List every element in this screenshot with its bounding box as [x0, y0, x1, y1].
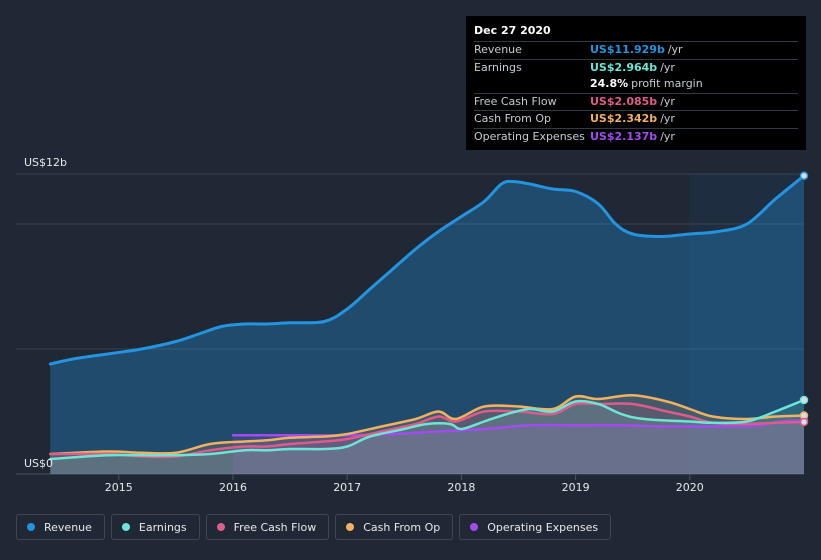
free-cash-flow-line — [49, 402, 806, 459]
tooltip-panel: Dec 27 2020 Revenue US$11.929b/yr Earnings… — [466, 16, 806, 150]
legend-item-operating-expenses[interactable]: Operating Expenses — [459, 514, 612, 540]
free-cash-flow-end-point — [799, 417, 809, 427]
series-areas — [50, 175, 805, 475]
legend-item-revenue[interactable]: Revenue — [16, 514, 105, 540]
x-tick-label: 2017 — [333, 481, 361, 494]
revenue-area — [50, 175, 805, 475]
tooltip-date: Dec 27 2020 — [474, 24, 551, 37]
legend-item-earnings[interactable]: Earnings — [110, 514, 200, 540]
tooltip-row: Earnings US$2.964b/yr — [474, 58, 798, 77]
x-tick-label: 2018 — [447, 481, 475, 494]
tooltip-row-unit: profit margin — [631, 77, 703, 91]
tooltip-row-value: US$2.964b — [590, 60, 658, 74]
series-end-markers — [799, 171, 809, 427]
tooltip-row-unit: /yr — [660, 60, 675, 74]
tooltip-row-unit: /yr — [660, 94, 675, 108]
legend: Revenue Earnings Free Cash Flow Cash From O… — [16, 514, 612, 542]
tooltip-row-label: Operating Expenses — [474, 129, 585, 143]
legend-item-label: Earnings — [138, 520, 187, 534]
tooltip-row-label: Revenue — [474, 43, 522, 56]
tooltip-row-value: US$2.342b — [590, 112, 658, 126]
operating-expenses-line — [231, 419, 806, 437]
series-lines — [48, 174, 806, 461]
legend-dot-icon — [216, 523, 225, 531]
x-tick-label: 2015 — [105, 481, 133, 494]
legend-item-label: Cash From Op — [363, 520, 441, 534]
tooltip-row-label: Earnings — [474, 60, 522, 74]
legend-item-label: Operating Expenses — [487, 520, 599, 534]
tooltip-row-unit: /yr — [660, 129, 675, 143]
cash-from-op-line — [49, 394, 806, 456]
legend-dot-icon — [346, 523, 355, 531]
tooltip-row-unit: /yr — [660, 112, 675, 126]
chart-canvas: US$12b US$0 2015 2016 2017 2018 2019 2020 — [16, 156, 809, 494]
tooltip-row-label: Free Cash Flow — [474, 94, 557, 108]
tooltip-row-value: US$11.929b — [590, 43, 665, 56]
legend-dot-icon — [27, 523, 35, 531]
y-axis-bottom-label: US$0 — [24, 457, 53, 470]
revenue-line — [48, 174, 806, 366]
x-axis-ticks: 2015 2016 2017 2018 2019 2020 — [105, 474, 704, 494]
legend-item-cash-from-op[interactable]: Cash From Op — [335, 514, 454, 540]
revenue-end-point — [799, 171, 809, 180]
legend-item-free-cash-flow[interactable]: Free Cash Flow — [205, 514, 330, 540]
cash-from-op-area — [50, 395, 805, 474]
tooltip-row-value: US$2.137b — [590, 129, 658, 143]
operating-expenses-area — [233, 420, 804, 474]
legend-dot-icon — [470, 523, 479, 531]
tooltip-row-unit: /yr — [667, 43, 683, 56]
tooltip-row-value: US$2.085b — [590, 94, 658, 108]
tooltip-row: Free Cash Flow US$2.085b/yr — [474, 92, 798, 111]
tooltip-row-value: 24.8% — [590, 77, 629, 91]
tooltip-row: 24.8% profit margin — [474, 76, 798, 93]
x-tick-label: 2016 — [219, 481, 247, 494]
tooltip-row: Revenue US$11.929b/yr — [474, 41, 798, 59]
free-cash-flow-area — [50, 403, 805, 474]
earnings-area — [50, 400, 805, 474]
legend-dot-icon — [121, 523, 130, 531]
tooltip-row-label — [474, 76, 590, 93]
legend-item-label: Revenue — [44, 520, 92, 534]
earnings-line — [49, 398, 806, 461]
x-tick-label: 2020 — [676, 481, 704, 494]
x-tick-label: 2019 — [562, 481, 590, 494]
earnings-end-point — [799, 395, 809, 405]
y-axis-top-label: US$12b — [24, 156, 67, 169]
tooltip-row: Cash From Op US$2.342b/yr — [474, 110, 798, 128]
legend-item-label: Free Cash Flow — [233, 520, 317, 534]
tooltip-row: Operating Expenses US$2.137b/yr — [474, 127, 798, 146]
tooltip-row-label: Cash From Op — [474, 112, 552, 126]
